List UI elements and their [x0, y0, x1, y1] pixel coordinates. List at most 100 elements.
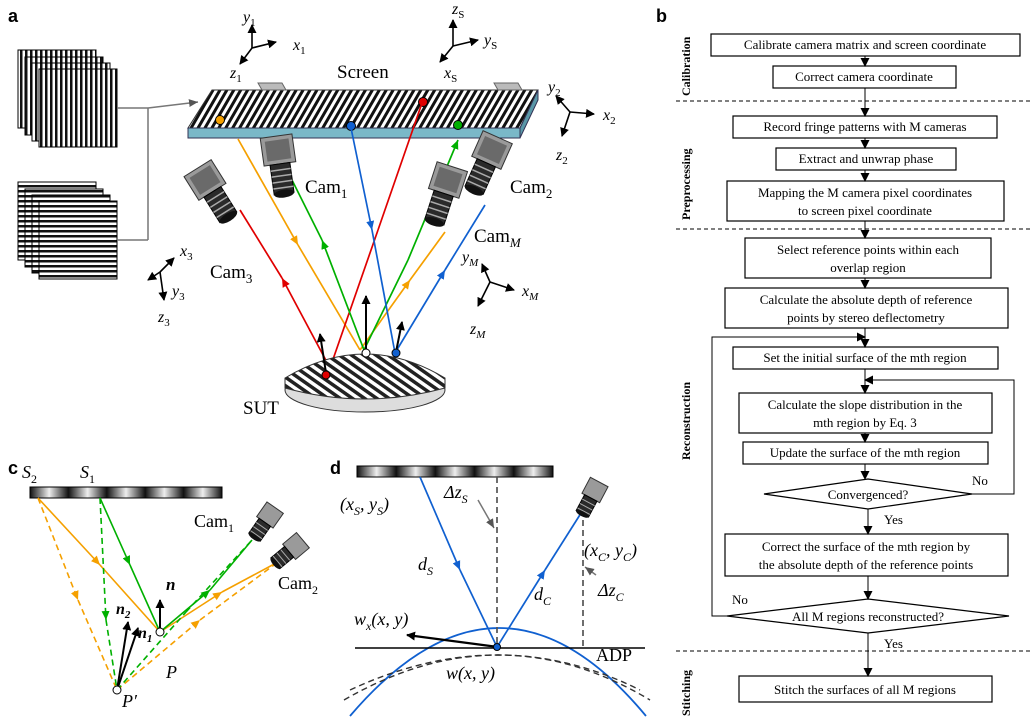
point-p	[155, 627, 165, 637]
stage-stitching: Stitching	[679, 670, 693, 716]
cam2-c-label: Cam2	[278, 573, 318, 597]
w-label: w(x, y)	[446, 663, 495, 684]
step-9-line-1: Calculate the slope distribution in the	[768, 397, 963, 412]
flow-boxes	[710, 33, 1021, 703]
camera-coord-label: (xC, yC)	[584, 540, 637, 564]
panel-a: a	[8, 1, 616, 419]
axis-y3: y3	[170, 283, 185, 303]
screen-bar-c	[29, 486, 223, 499]
camera-d	[571, 476, 609, 522]
step-1: Calibrate camera matrix and screen coord…	[744, 37, 986, 52]
rays-c	[37, 497, 279, 691]
axis-z1: z1	[229, 65, 242, 85]
decision-2-text: All M regions reconstructed?	[792, 609, 944, 624]
stage-preprocessing: Preprocessing	[679, 148, 693, 220]
camera-c1	[244, 501, 284, 546]
axis-ys: yS	[482, 32, 497, 52]
axis-x2: x2	[602, 107, 616, 127]
pattern-connector	[117, 99, 199, 241]
axis-y2: y2	[546, 79, 561, 99]
vertical-fringe-stack	[17, 49, 118, 148]
step-box-7	[724, 287, 1009, 329]
marker-orange	[215, 115, 225, 125]
dzs-label: ΔzS	[443, 482, 468, 506]
stage-calibration: Calibration	[679, 36, 693, 96]
axis-x1: x1	[292, 37, 306, 57]
panel-d: d (xS, yS) (xC, yC) ΔzS ΔzC dS dC wx(x	[330, 458, 651, 717]
cam1-c-label: Cam1	[194, 511, 234, 535]
n2-label: n2	[116, 601, 131, 621]
step-11-line-2: the absolute depth of the reference poin…	[759, 557, 973, 572]
n1-label: n1	[138, 625, 152, 645]
camera-3	[183, 158, 245, 230]
panel-d-label: d	[330, 458, 341, 478]
sut-label: SUT	[243, 398, 279, 419]
step-box-5	[726, 180, 1005, 222]
yes-label-2: Yes	[884, 636, 903, 651]
dc-label: dC	[534, 584, 552, 608]
decision-all-regions	[726, 598, 1010, 634]
camm-label: CamM	[474, 226, 522, 250]
step-box-11	[724, 533, 1009, 577]
axis-zm: zM	[469, 321, 486, 341]
s1-label: S1	[80, 462, 95, 486]
axis-ym: yM	[460, 249, 479, 269]
yes-label-1: Yes	[884, 512, 903, 527]
step-4: Extract and unwrap phase	[799, 151, 934, 166]
stage-reconstruction: Reconstruction	[679, 382, 693, 460]
step-3: Record fringe patterns with M cameras	[763, 119, 966, 134]
axis-z3: z3	[157, 309, 170, 329]
p-label: P	[165, 662, 177, 682]
step-5-line-1: Mapping the M camera pixel coordinates	[758, 185, 972, 200]
step-12: Stitch the surfaces of all M regions	[774, 682, 956, 697]
step-box-6	[744, 237, 992, 279]
stage-dividers	[676, 100, 1030, 652]
axes-camm	[477, 263, 515, 307]
point-p-prime	[112, 685, 122, 695]
camera-2	[457, 129, 514, 202]
panel-c-label: c	[8, 458, 18, 478]
cam2-label: Cam2	[510, 177, 552, 201]
marker-red	[418, 97, 428, 107]
step-9-line-2: mth region by Eq. 3	[813, 415, 917, 430]
camera-c2	[266, 532, 310, 574]
ds-label: dS	[418, 554, 433, 578]
p-prime-label: P′	[121, 691, 138, 711]
axes-cam3	[147, 257, 175, 301]
step-7-line-2: points by stereo deflectometry	[787, 310, 945, 325]
no-label-2: No	[732, 592, 748, 607]
s2-label: S2	[22, 462, 37, 486]
step-6-line-2: overlap region	[830, 260, 906, 275]
axis-xm: xM	[521, 283, 539, 303]
axis-y1: y1	[241, 9, 256, 29]
marker-green	[453, 120, 463, 130]
step-6-line-1: Select reference points within each	[777, 242, 959, 257]
axis-x3: x3	[179, 243, 193, 263]
axes-cam1	[239, 24, 277, 65]
flow-arrows	[711, 56, 1015, 677]
axis-xs: xS	[443, 65, 457, 85]
step-2: Correct camera coordinate	[795, 69, 933, 84]
axes-screen	[439, 19, 479, 63]
panel-b-label: b	[656, 6, 667, 26]
camera-m	[417, 160, 469, 232]
flow-texts: Calibrate camera matrix and screen coord…	[744, 37, 986, 697]
no-label-1: No	[972, 473, 988, 488]
panel-c: c S2 S1 Cam1	[8, 458, 318, 711]
step-7-line-1: Calculate the absolute depth of referenc…	[760, 292, 973, 307]
dzc-label: ΔzC	[597, 580, 625, 604]
screen	[187, 82, 539, 139]
axis-z2: z2	[555, 147, 568, 167]
screen-bar-d	[356, 465, 554, 478]
panel-b: b Calibration Preprocessing Reconstructi…	[656, 6, 1030, 716]
wx-label: wx(x, y)	[354, 609, 408, 633]
panel-a-label: a	[8, 6, 19, 26]
decision-1-text: Convergenced?	[828, 487, 909, 502]
point-w	[493, 643, 501, 651]
step-5-line-2: to screen pixel coordinate	[798, 203, 932, 218]
step-box-9	[738, 392, 993, 434]
sut	[284, 295, 446, 413]
screen-label: Screen	[337, 62, 389, 83]
cam3-label: Cam3	[210, 262, 252, 286]
adp-label: ADP	[596, 645, 632, 665]
